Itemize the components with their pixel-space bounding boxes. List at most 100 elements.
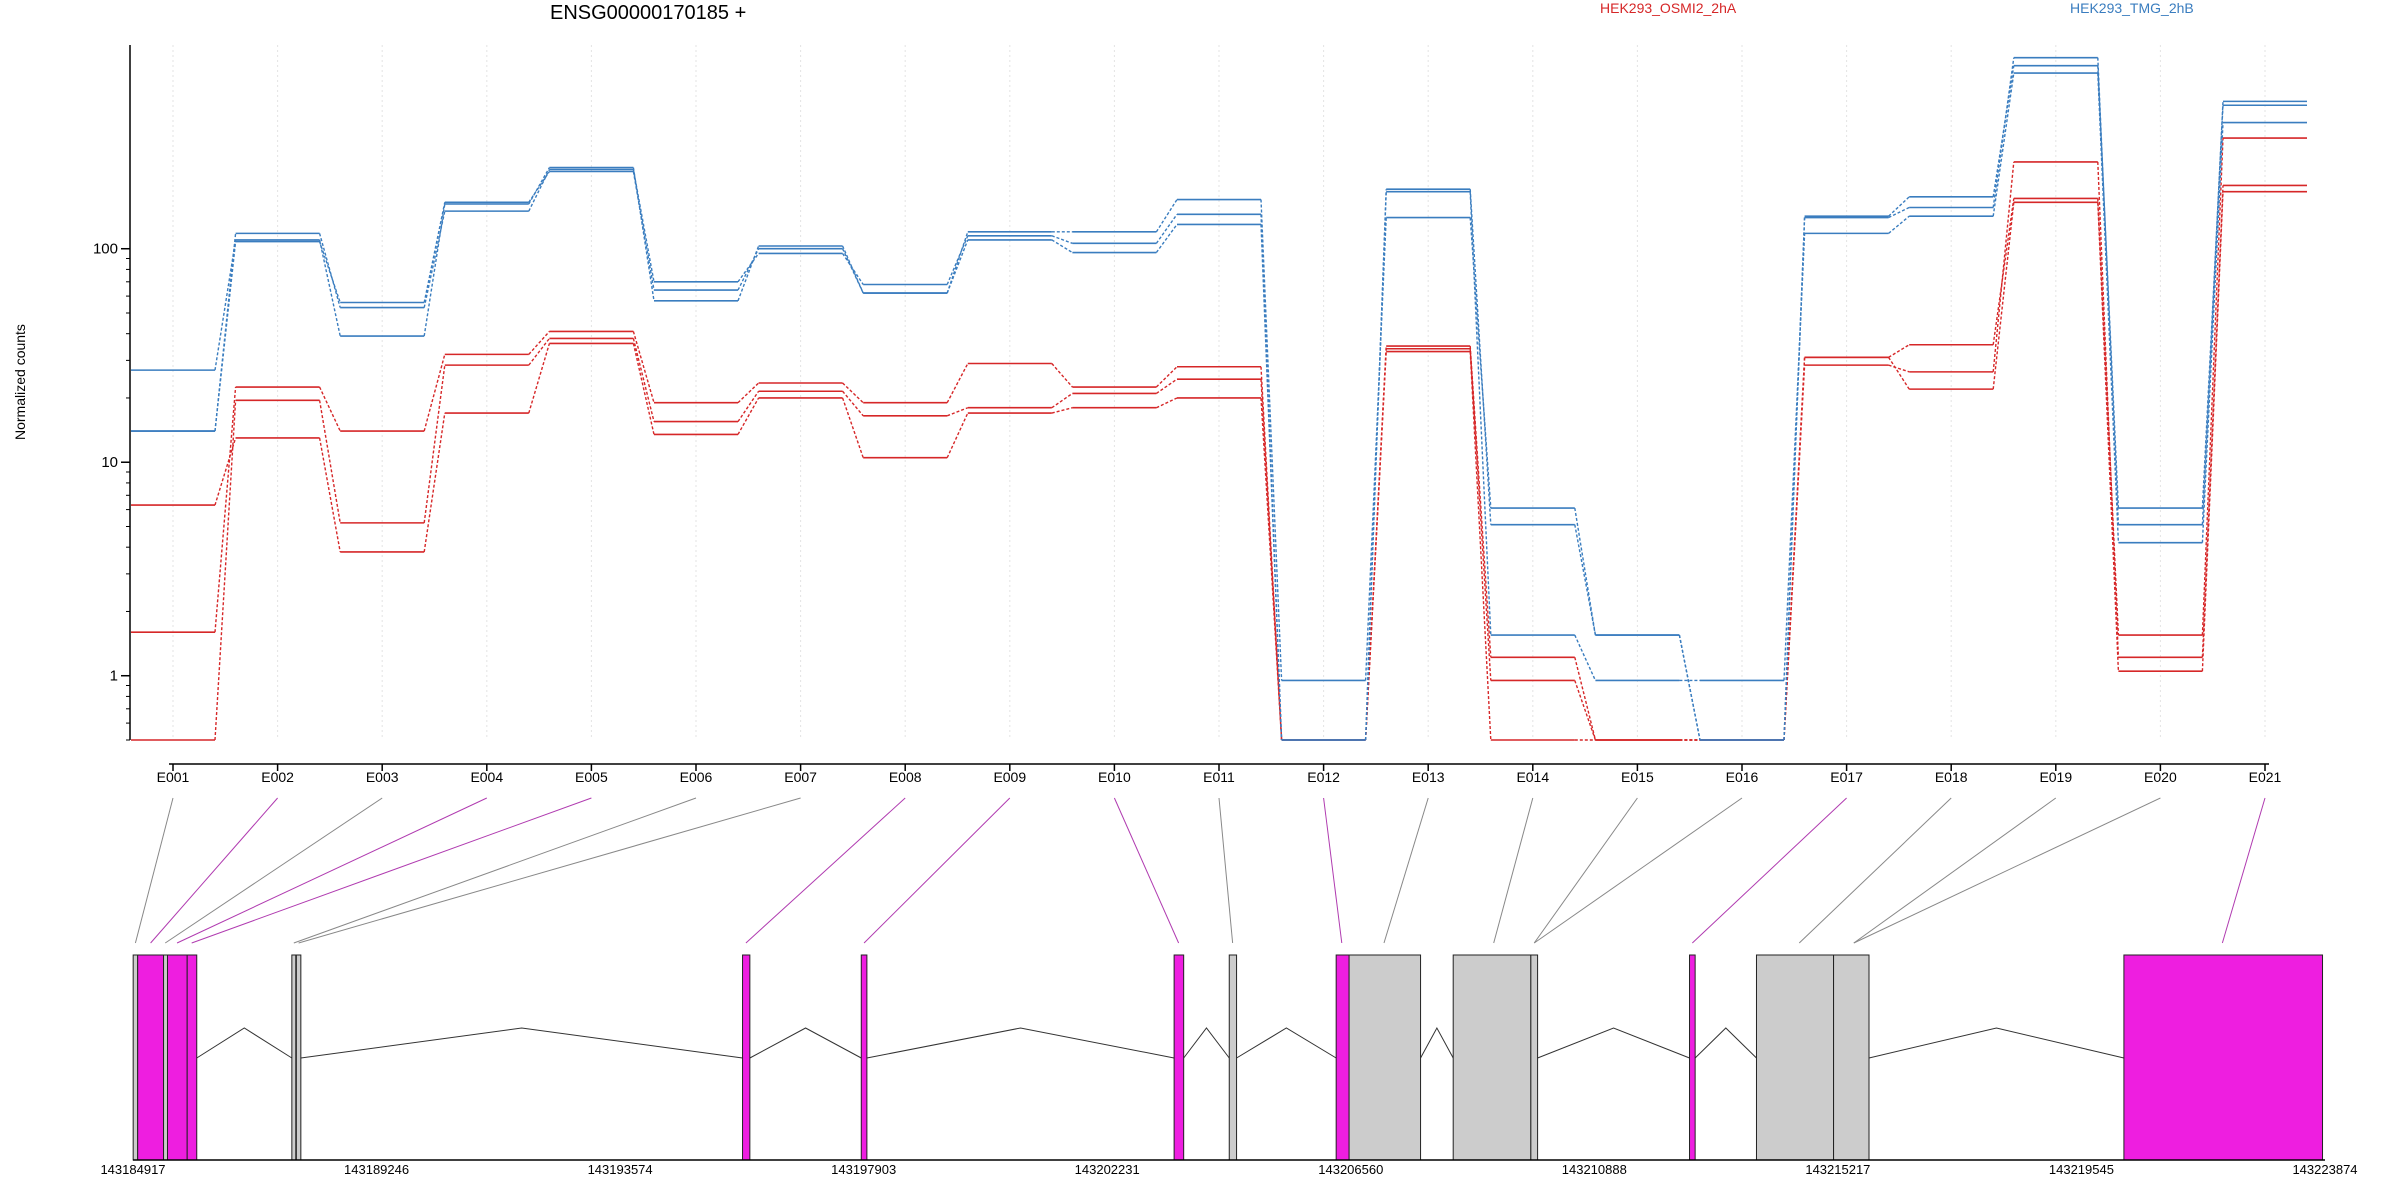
- series-connector: [737, 390, 760, 422]
- bin-connector: [164, 797, 383, 944]
- bin-connector: [134, 797, 174, 944]
- series-connector: [1051, 363, 1073, 388]
- intron-line: [196, 1027, 293, 1059]
- series-connector: [1051, 235, 1073, 244]
- series-connector: [1155, 199, 1178, 233]
- x-tick-label: E001: [157, 769, 190, 785]
- exon-box: [1689, 954, 1696, 1161]
- series-connector: [737, 245, 760, 302]
- series-connector: [632, 331, 655, 403]
- series-connector: [1783, 217, 1806, 741]
- exon-box: [2123, 954, 2324, 1161]
- series-connector: [946, 231, 969, 294]
- x-tick-label: E015: [1621, 769, 1654, 785]
- x-tick-label: E005: [575, 769, 608, 785]
- series-connector: [946, 407, 969, 417]
- bin-connector: [1218, 797, 1234, 944]
- x-tick-label: E013: [1412, 769, 1445, 785]
- genomic-tick-label: 143193574: [588, 1162, 653, 1177]
- series-connector: [1888, 206, 1910, 219]
- bin-connector: [745, 797, 906, 944]
- series-connector: [2201, 101, 2224, 525]
- series-connector: [1155, 213, 1178, 244]
- series-connector: [318, 233, 341, 308]
- exon-box: [1348, 954, 1422, 1161]
- series-connector: [632, 343, 655, 435]
- series-connector: [1051, 239, 1073, 254]
- series-connector: [632, 167, 655, 301]
- exon-box: [860, 954, 868, 1161]
- series-connector: [737, 248, 760, 291]
- genomic-tick-label: 143219545: [2049, 1162, 2114, 1177]
- series-connector: [1888, 196, 1910, 217]
- series-connector: [842, 390, 864, 417]
- series-connector: [1469, 191, 1492, 636]
- legend-entry-tmg: HEK293_TMG_2hB: [2070, 0, 2194, 16]
- series-connector: [214, 400, 237, 741]
- series-connector: [946, 235, 969, 285]
- exon-box: [295, 954, 302, 1161]
- series-connector: [946, 412, 969, 458]
- series-connector: [1783, 233, 1806, 681]
- series-connector: [1051, 392, 1073, 409]
- series-connector: [1888, 356, 1910, 390]
- series-connector: [1156, 378, 1178, 395]
- y-tick-label: 1: [110, 668, 118, 685]
- x-tick-label: E011: [1203, 769, 1235, 785]
- series-connector: [1678, 634, 1701, 741]
- series-connector: [1574, 524, 1597, 636]
- series-connector: [2201, 191, 2224, 672]
- series-connector: [1574, 657, 1597, 741]
- bin-connector: [863, 797, 1011, 944]
- x-tick-label: E021: [2249, 769, 2282, 785]
- y-tick-label: 10: [101, 454, 118, 471]
- series-connector: [423, 365, 446, 523]
- legend-entry-osmi2: HEK293_OSMI2_2hA: [1600, 0, 1737, 16]
- x-tick-label: E016: [1726, 769, 1759, 785]
- series-connector: [632, 169, 655, 282]
- bin-connector: [1533, 797, 1638, 944]
- x-tick-label: E014: [1516, 769, 1549, 785]
- series-connector: [1888, 344, 1910, 358]
- series-connector: [841, 397, 864, 458]
- exon-box: [1228, 954, 1238, 1161]
- series-connector: [214, 233, 237, 432]
- bin-connector: [150, 797, 278, 944]
- exon-box: [186, 954, 198, 1161]
- genomic-tick-label: 143189246: [344, 1162, 409, 1177]
- series-connector: [528, 330, 550, 355]
- series-connector: [528, 169, 551, 212]
- series-connector: [2097, 198, 2120, 636]
- x-tick-label: E008: [889, 769, 922, 785]
- series-connector: [2097, 65, 2120, 509]
- series-connector: [1574, 634, 1597, 681]
- series-connector: [1783, 357, 1806, 741]
- exon-box: [1530, 954, 1539, 1161]
- series-connector: [1992, 57, 2015, 208]
- x-tick-label: E009: [993, 769, 1026, 785]
- series-connector: [1888, 215, 1910, 234]
- series-connector: [423, 203, 446, 337]
- series-connector: [1469, 346, 1492, 658]
- x-tick-label: E017: [1830, 769, 1863, 785]
- series-connector: [2201, 137, 2224, 636]
- genomic-tick-label: 143197903: [831, 1162, 896, 1177]
- series-connector: [1992, 202, 2015, 390]
- exon-box: [1173, 954, 1185, 1161]
- exon-box: [163, 954, 168, 1161]
- genomic-tick-label: 143223874: [2292, 1162, 2357, 1177]
- exon-box: [1833, 954, 1870, 1161]
- series-connector: [423, 202, 446, 303]
- series-connector: [1574, 507, 1597, 636]
- series-connector: [841, 245, 864, 294]
- series-connector: [1992, 161, 2015, 372]
- bin-connector: [191, 797, 592, 944]
- bin-connector: [298, 797, 801, 944]
- genomic-tick-label: 143215217: [1805, 1162, 1870, 1177]
- series-connector: [528, 167, 551, 205]
- x-tick-label: E012: [1307, 769, 1340, 785]
- genomic-tick-label: 143184917: [100, 1162, 165, 1177]
- x-tick-label: E019: [2039, 769, 2072, 785]
- series-connector: [423, 412, 446, 553]
